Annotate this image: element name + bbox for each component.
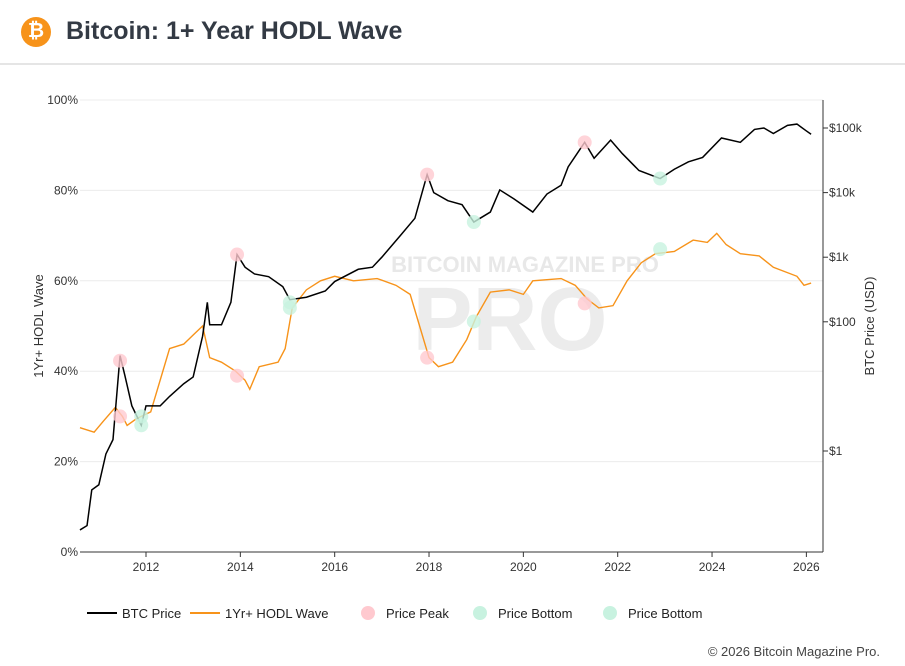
price-bottom-marker <box>466 215 481 230</box>
legend-swatch <box>603 606 617 620</box>
x-tick-label: 2012 <box>133 560 160 574</box>
legend-item[interactable]: Price Bottom <box>498 606 572 621</box>
y2-tick-label: $100 <box>829 315 856 329</box>
legend-swatch <box>473 606 487 620</box>
y2-tick-label: $100k <box>829 121 863 135</box>
x-tick-label: 2022 <box>604 560 631 574</box>
x-tick-label: 2024 <box>699 560 726 574</box>
price-peak-marker <box>230 368 245 383</box>
legend-item[interactable]: Price Peak <box>386 606 449 621</box>
y-tick-label: 60% <box>54 274 78 288</box>
copyright: © 2026 Bitcoin Magazine Pro. <box>707 644 880 659</box>
y-tick-label: 40% <box>54 364 78 378</box>
y2-tick-label: $1k <box>829 250 849 264</box>
watermark: BITCOIN MAGAZINE PRO <box>391 252 659 277</box>
x-tick-label: 2020 <box>510 560 537 574</box>
legend-item[interactable]: 1Yr+ HODL Wave <box>225 606 328 621</box>
legend-item[interactable]: BTC Price <box>122 606 181 621</box>
bitcoin-logo-icon: ₿ <box>21 16 51 47</box>
price-bottom-marker <box>282 300 297 315</box>
legend-swatch <box>361 606 375 620</box>
legend-item[interactable]: Price Bottom <box>628 606 702 621</box>
y-tick-label: 20% <box>54 455 78 469</box>
price-bottom-marker <box>653 171 668 186</box>
y-tick-label: 80% <box>54 183 78 197</box>
x-tick-label: 2016 <box>321 560 348 574</box>
page-title: Bitcoin: 1+ Year HODL Wave <box>66 17 403 45</box>
y-tick-label: 100% <box>47 93 78 107</box>
price-peak-marker <box>577 296 592 311</box>
header: ₿ Bitcoin: 1+ Year HODL Wave <box>0 0 905 65</box>
price-bottom-marker <box>653 242 668 257</box>
x-tick-label: 2018 <box>416 560 443 574</box>
price-peak-marker <box>420 350 435 365</box>
legend: BTC Price 1Yr+ HODL Wave Price Peak Price B… <box>87 606 702 621</box>
y2-axis-label: BTC Price (USD) <box>862 277 877 376</box>
y2-tick-label: $1 <box>829 444 843 458</box>
price-peak-marker <box>577 135 592 150</box>
y-tick-label: 0% <box>61 545 79 559</box>
x-tick-label: 2014 <box>227 560 254 574</box>
price-peak-marker <box>113 409 128 424</box>
hodl-wave-chart: BITCOIN MAGAZINE PRO PRO 0% 20% 40% 60% 80% 1… <box>31 93 877 621</box>
hodl-wave-line <box>79 232 812 434</box>
y2-tick-label: $10k <box>829 186 856 200</box>
watermark-pro: PRO <box>412 270 607 370</box>
price-peak-marker <box>113 353 128 368</box>
price-bottom-marker <box>134 409 149 424</box>
x-tick-label: 2026 <box>793 560 820 574</box>
y-axis-label: 1Yr+ HODL Wave <box>31 274 46 377</box>
btc-price-line <box>79 123 812 531</box>
price-peak-marker <box>420 167 435 182</box>
price-bottom-marker <box>466 314 481 329</box>
price-peak-marker <box>230 247 245 262</box>
